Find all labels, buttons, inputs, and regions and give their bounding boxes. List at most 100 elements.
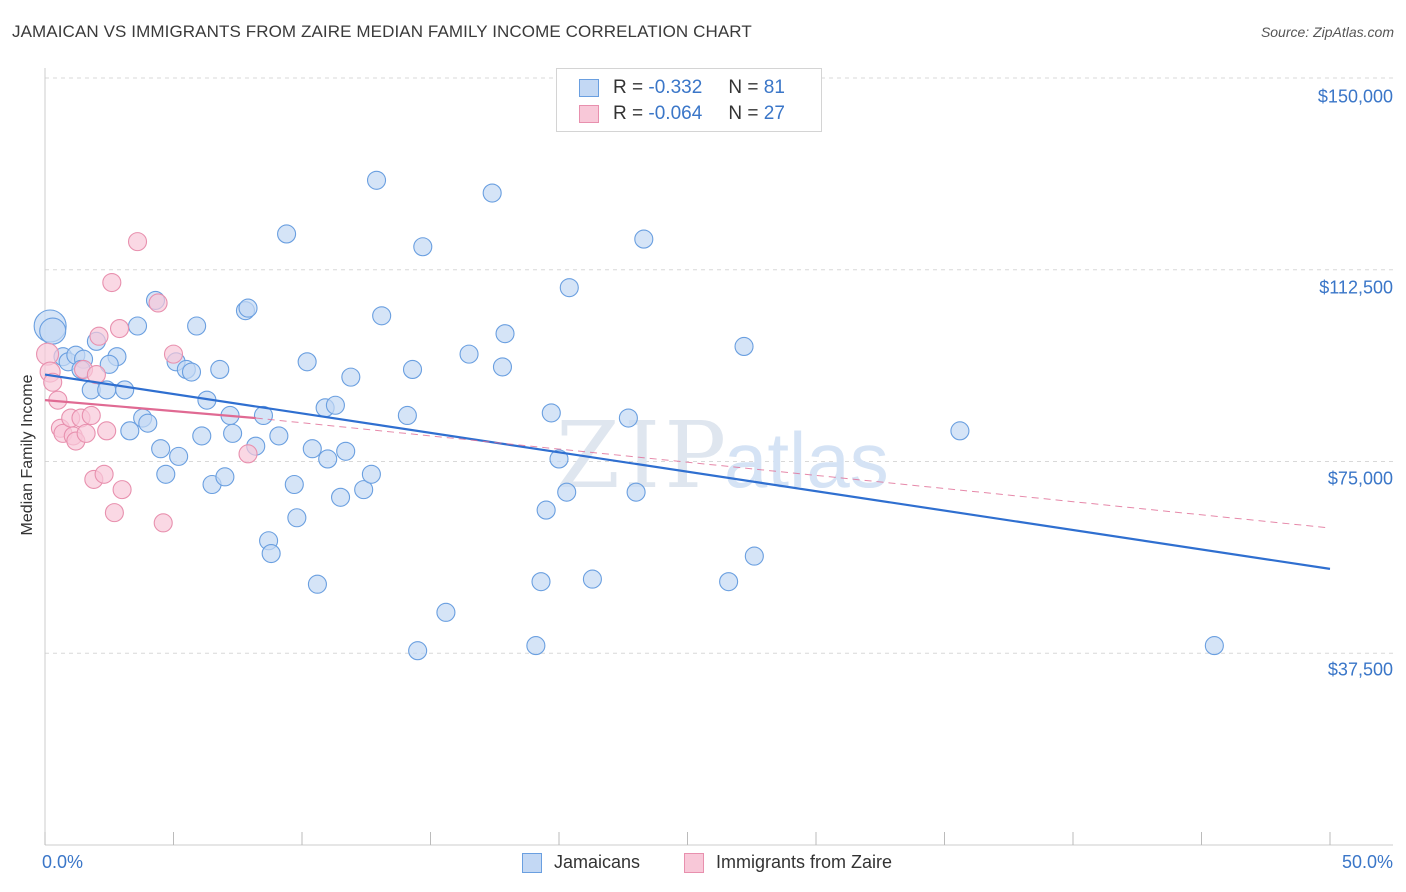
jamaican-point	[223, 423, 243, 443]
legend-r-label: R =	[613, 77, 644, 98]
jamaican-point	[734, 336, 754, 357]
jamaican-point	[39, 317, 67, 345]
zaire-point	[109, 319, 130, 339]
jamaican-trend-line	[44, 373, 1331, 570]
legend-n-value: 27	[763, 103, 785, 124]
bottom-legend-zaire: Immigrants from Zaire	[684, 852, 892, 873]
bottom-legend-jamaicans: Jamaicans	[522, 852, 640, 873]
jamaican-point	[99, 354, 119, 374]
correlation-legend: R = -0.332 N = 81 R = -0.064 N = 27	[556, 68, 822, 132]
jamaican-point	[536, 500, 556, 520]
trend-lines	[44, 373, 1331, 570]
axes	[44, 68, 1393, 846]
jamaican-point	[277, 224, 297, 244]
jamaican-point	[318, 449, 338, 469]
jamaican-point	[482, 183, 502, 203]
jamaican-point	[408, 641, 428, 661]
y-tick-label: $37,500	[1327, 659, 1393, 680]
jamaican-point	[127, 316, 148, 336]
jamaican-point	[634, 229, 654, 249]
jamaican-point	[495, 324, 515, 344]
bottom-legend-swatch-pink	[684, 852, 704, 873]
bottom-legend-swatch-blue	[522, 852, 542, 873]
jamaican-point	[287, 508, 307, 528]
zaire-point	[112, 480, 132, 500]
zaire-point	[127, 232, 148, 252]
jamaican-point	[297, 352, 317, 372]
zaire-point	[81, 405, 101, 426]
y-tick-label: $75,000	[1327, 468, 1393, 489]
jamaican-point	[402, 359, 423, 380]
jamaican-point	[302, 439, 322, 459]
zaire-point	[153, 513, 173, 533]
zaire-point	[94, 464, 114, 484]
bottom-legend-label: Jamaicans	[554, 852, 641, 872]
jamaican-point	[626, 482, 646, 502]
jamaican-point	[618, 408, 638, 428]
jamaican-point	[261, 543, 281, 564]
chart-title: JAMAICAN VS IMMIGRANTS FROM ZAIRE MEDIAN…	[12, 22, 752, 41]
jamaican-point	[531, 572, 551, 592]
legend-row-jamaicans: R = -0.332 N = 81	[579, 76, 785, 100]
jamaican-point	[341, 367, 361, 387]
jamaican-point	[366, 170, 387, 190]
jamaican-point	[719, 572, 739, 592]
bottom-legend-label: Immigrants from Zaire	[716, 852, 893, 872]
x-tick-label-max: 50.0%	[1341, 852, 1393, 872]
jamaican-point	[559, 278, 579, 298]
jamaican-point	[372, 306, 392, 326]
zaire-point	[238, 444, 258, 464]
jamaican-point	[120, 421, 140, 441]
legend-swatch-pink	[579, 105, 599, 123]
zaire-point	[89, 326, 109, 346]
legend-n-value: 81	[763, 77, 785, 98]
jamaican-point	[284, 474, 304, 495]
grid-lines	[45, 77, 1393, 654]
legend-r-value: -0.332	[648, 77, 703, 98]
y-tick-label: $112,500	[1319, 277, 1393, 298]
jamaican-point	[151, 439, 171, 459]
jamaican-point	[526, 636, 546, 656]
source-label: Source: ZipAtlas.com	[1260, 24, 1394, 40]
y-tick-label: $150,000	[1317, 86, 1393, 107]
jamaican-point	[210, 359, 230, 380]
y-axis-label: Median Family Income	[19, 374, 36, 536]
jamaican-point	[238, 298, 258, 318]
jamaican-point	[336, 441, 356, 461]
zaire-point	[86, 365, 106, 385]
legend-r-value: -0.064	[648, 103, 703, 124]
legend-n-label: N =	[728, 77, 759, 98]
zaire-point	[102, 272, 122, 293]
jamaican-point	[492, 357, 513, 377]
jamaican-point	[156, 464, 176, 484]
x-tick-label-min: 0.0%	[42, 852, 84, 872]
legend-swatch-blue	[579, 79, 599, 97]
zaire-point	[97, 421, 117, 441]
zaire-point	[163, 344, 184, 364]
jamaican-point	[169, 446, 189, 466]
jamaican-point	[361, 464, 381, 484]
jamaican-point	[187, 316, 207, 336]
jamaican-point	[397, 405, 417, 426]
zaire-point	[148, 293, 168, 313]
watermark: ZIP atlas	[556, 402, 889, 509]
jamaican-point	[269, 426, 289, 446]
jamaican-point	[413, 237, 433, 257]
jamaican-point	[330, 487, 351, 507]
jamaican-point	[325, 395, 345, 415]
jamaican-point	[541, 403, 561, 423]
legend-n-label: N =	[728, 103, 759, 124]
zaire-point	[104, 503, 124, 523]
zaire-trend-line	[44, 399, 256, 420]
zaire-point	[43, 372, 63, 392]
jamaican-point	[181, 362, 202, 382]
jamaican-point	[950, 421, 970, 441]
jamaican-point	[459, 344, 479, 364]
legend-row-zaire: R = -0.064 N = 27	[579, 102, 785, 126]
jamaican-point	[557, 482, 577, 502]
jamaican-point	[307, 574, 327, 594]
jamaican-point	[1204, 636, 1224, 656]
legend-r-label: R =	[613, 103, 644, 124]
zaire-point	[76, 423, 96, 443]
